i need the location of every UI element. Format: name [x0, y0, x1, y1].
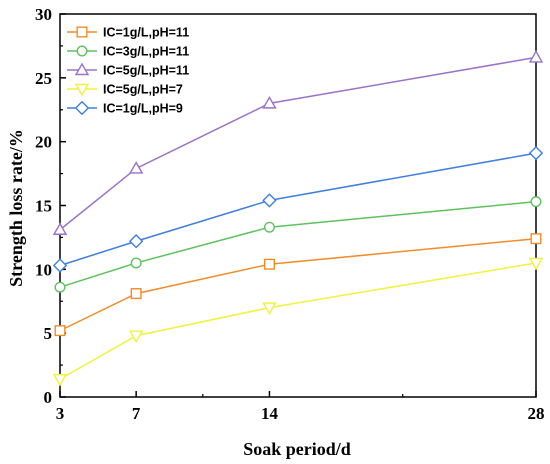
data-point: [130, 257, 142, 269]
legend-entry: IC=1g/L,pH=11: [67, 26, 189, 40]
series: [54, 196, 542, 293]
y-tick-label: 15: [35, 197, 52, 216]
data-point: [263, 258, 275, 270]
data-point: [262, 302, 277, 316]
data-point: [128, 234, 144, 249]
data-point: [530, 233, 542, 245]
data-point: [528, 49, 544, 63]
y-tick-label: 0: [44, 388, 53, 407]
data-point: [76, 26, 88, 38]
legend-label: IC=5g/L,pH=7: [103, 83, 183, 97]
data-point: [74, 100, 90, 116]
legend-entry: IC=3g/L,pH=11: [67, 45, 189, 59]
data-point: [262, 95, 277, 109]
series: [52, 49, 544, 235]
data-point: [130, 288, 142, 300]
legend-label: IC=1g/L,pH=9: [103, 102, 183, 116]
data-point: [528, 145, 544, 161]
legend-entry: IC=5g/L,pH=7: [67, 83, 183, 97]
data-point: [128, 330, 144, 344]
data-point: [54, 325, 66, 337]
chart-axes: 0 5 10 15 20 25 30 3 7 14 28: [35, 5, 545, 423]
y-tick-label: 25: [35, 69, 52, 88]
series: [54, 233, 542, 337]
series-line: [59, 152, 537, 267]
x-axis-title: Soak period/d: [243, 439, 351, 459]
chart-series: [52, 49, 544, 387]
data-point: [52, 258, 68, 273]
data-point: [528, 257, 544, 271]
series-line: [59, 262, 537, 380]
y-tick-label: 5: [44, 324, 53, 343]
series-line: [59, 237, 537, 332]
x-tick-label: 14: [261, 404, 279, 423]
data-point: [128, 161, 144, 174]
x-tick-label: 28: [528, 404, 545, 423]
x-tick-label: 3: [56, 404, 65, 423]
series: [52, 257, 544, 387]
legend-label: IC=1g/L,pH=11: [103, 26, 189, 40]
data-point: [54, 281, 66, 293]
legend-label: IC=5g/L,pH=11: [103, 64, 189, 78]
series: [52, 145, 544, 273]
y-tick-label: 10: [35, 260, 52, 279]
data-point: [52, 373, 68, 387]
data-point: [52, 222, 68, 235]
series-line: [59, 56, 537, 231]
legend-label: IC=3g/L,pH=11: [103, 45, 189, 59]
y-tick-label: 20: [35, 133, 52, 152]
data-point: [263, 221, 275, 233]
data-point: [530, 196, 542, 208]
data-point: [262, 193, 277, 208]
x-tick-label: 7: [132, 404, 141, 423]
y-tick-label: 30: [35, 5, 52, 24]
series-line: [59, 200, 537, 288]
data-point: [76, 45, 88, 57]
y-axis-title: Strength loss rate/%: [6, 129, 26, 287]
legend-entry: IC=5g/L,pH=11: [67, 62, 189, 78]
data-point: [74, 83, 90, 97]
legend-entry: IC=1g/L,pH=9: [67, 100, 183, 116]
chart-legend: IC=1g/L,pH=11 IC=3g/L,pH=11 IC=5g/L,pH=11 I…: [67, 26, 189, 116]
data-point: [74, 62, 90, 76]
